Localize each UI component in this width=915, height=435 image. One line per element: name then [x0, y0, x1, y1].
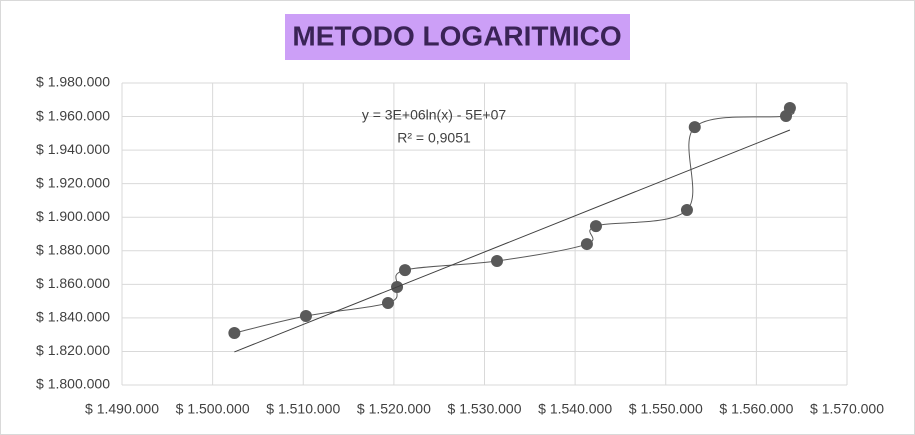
data-point [680, 204, 693, 217]
data-point [491, 255, 504, 268]
x-tick-label: $ 1.530.000 [448, 401, 522, 417]
x-tick-label: $ 1.560.000 [719, 401, 793, 417]
data-point [589, 220, 602, 233]
x-tick-label: $ 1.500.000 [176, 401, 250, 417]
trendline-equation: y = 3E+06ln(x) - 5E+07 [362, 107, 507, 123]
y-tick-label: $ 1.920.000 [36, 174, 110, 190]
y-tick-label: $ 1.820.000 [36, 342, 110, 358]
y-tick-label: $ 1.840.000 [36, 309, 110, 325]
chart-title: METODO LOGARITMICO [292, 20, 621, 51]
data-point [228, 326, 241, 339]
y-tick-label: $ 1.860.000 [36, 275, 110, 291]
x-tick-label: $ 1.510.000 [266, 401, 340, 417]
data-point [688, 121, 701, 134]
data-point [299, 310, 312, 323]
data-point [399, 264, 412, 277]
data-point [580, 238, 593, 251]
data-point [783, 101, 796, 114]
trendline-r2: R² = 0,9051 [397, 130, 471, 146]
y-tick-label: $ 1.800.000 [36, 376, 110, 392]
y-tick-label: $ 1.880.000 [36, 241, 110, 257]
y-tick-label: $ 1.940.000 [36, 141, 110, 157]
x-tick-label: $ 1.550.000 [629, 401, 703, 417]
x-tick-label: $ 1.490.000 [85, 401, 159, 417]
title-box [285, 14, 630, 60]
x-tick-label: $ 1.570.000 [810, 401, 884, 417]
y-tick-label: $ 1.980.000 [36, 74, 110, 90]
trendline [234, 129, 791, 353]
y-tick-label: $ 1.960.000 [36, 107, 110, 123]
y-tick-label: $ 1.900.000 [36, 208, 110, 224]
x-tick-label: $ 1.520.000 [357, 401, 431, 417]
data-point [381, 296, 394, 309]
x-tick-label: $ 1.540.000 [538, 401, 612, 417]
